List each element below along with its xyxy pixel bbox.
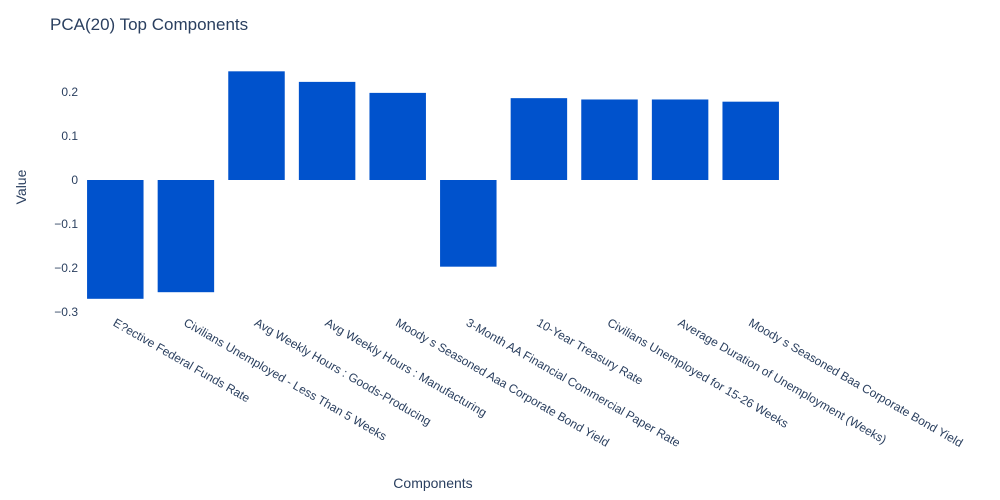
- bar[interactable]: [651, 99, 709, 180]
- y-tick-label: 0.1: [61, 129, 78, 143]
- y-tick-label: 0: [71, 173, 78, 187]
- bars: [87, 71, 779, 299]
- bar[interactable]: [87, 180, 144, 299]
- y-tick-label: −0.1: [54, 217, 78, 231]
- bar[interactable]: [440, 180, 497, 267]
- bar[interactable]: [157, 180, 215, 293]
- bar[interactable]: [298, 81, 356, 180]
- y-axis-ticks: 0.2 0.1 0 −0.1 −0.2 −0.3: [54, 85, 78, 319]
- y-tick-label: −0.2: [54, 261, 78, 275]
- bar[interactable]: [510, 98, 568, 180]
- bar[interactable]: [722, 101, 779, 180]
- bar[interactable]: [228, 71, 285, 180]
- y-tick-label: −0.3: [54, 305, 78, 319]
- x-tick-label: E?ective Federal Funds Rate: [111, 315, 253, 405]
- chart-title: PCA(20) Top Components: [50, 15, 248, 34]
- bar[interactable]: [581, 99, 638, 180]
- y-tick-label: 0.2: [61, 85, 78, 99]
- bar[interactable]: [369, 92, 426, 180]
- x-axis-title: Components: [393, 475, 472, 491]
- y-axis-title: Value: [13, 169, 29, 204]
